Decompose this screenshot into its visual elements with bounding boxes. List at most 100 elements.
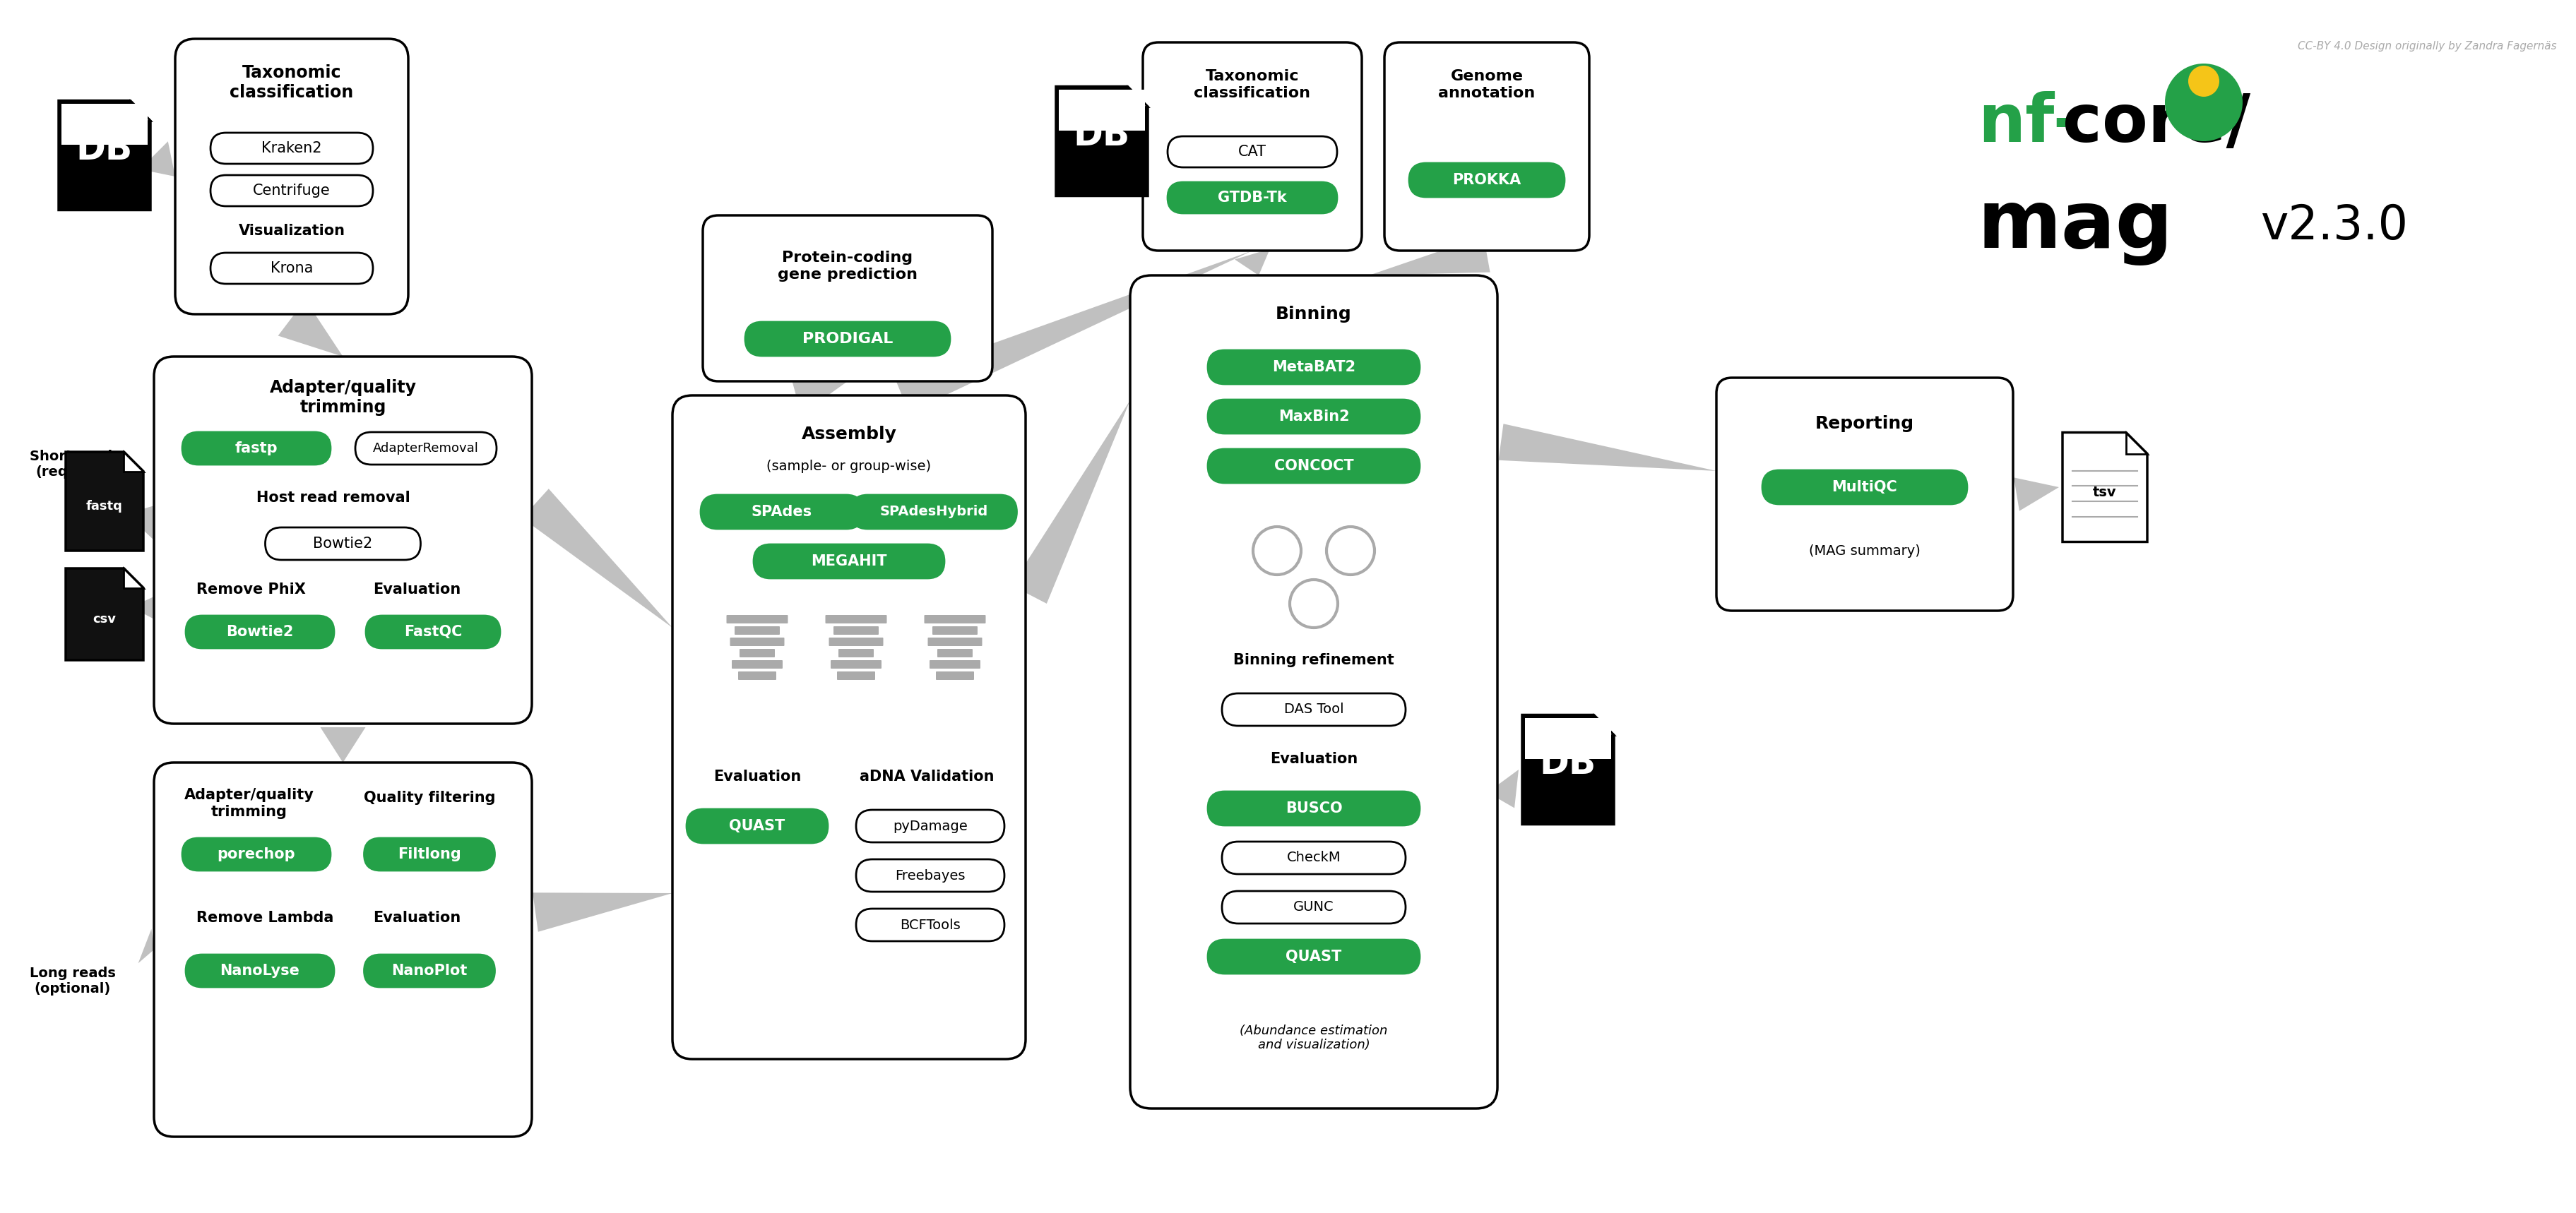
FancyBboxPatch shape [685,809,827,843]
Polygon shape [124,569,144,588]
Text: Short reads
(required): Short reads (required) [31,450,121,479]
Text: core/: core/ [2061,91,2249,156]
FancyBboxPatch shape [155,763,531,1137]
Text: CAT: CAT [1239,144,1267,159]
FancyBboxPatch shape [855,909,1005,941]
Text: Freebayes: Freebayes [894,869,966,882]
Text: mag: mag [1978,187,2174,266]
Text: DB: DB [1074,118,1131,153]
Text: SPAdesHybrid: SPAdesHybrid [878,505,987,519]
Text: QUAST: QUAST [1285,950,1342,964]
FancyBboxPatch shape [752,545,945,579]
Text: CheckM: CheckM [1285,852,1340,865]
Text: csv: csv [93,613,116,625]
Text: MultiQC: MultiQC [1832,480,1896,494]
FancyBboxPatch shape [211,132,374,164]
Text: Bowtie2: Bowtie2 [314,536,374,551]
FancyBboxPatch shape [927,638,981,647]
FancyBboxPatch shape [1221,694,1406,725]
Text: GTDB-Tk: GTDB-Tk [1218,190,1285,205]
FancyBboxPatch shape [933,626,976,634]
FancyBboxPatch shape [850,495,1018,529]
Text: tsv: tsv [2092,486,2115,500]
Polygon shape [1234,249,1270,275]
Text: Krona: Krona [270,261,312,275]
Text: Centrifuge: Centrifuge [252,183,330,198]
Polygon shape [1522,714,1613,825]
Polygon shape [64,569,144,660]
Text: PROKKA: PROKKA [1453,173,1520,187]
FancyBboxPatch shape [726,615,788,623]
Text: (sample- or group-wise): (sample- or group-wise) [768,460,930,473]
Polygon shape [278,300,343,357]
FancyBboxPatch shape [155,357,531,724]
FancyBboxPatch shape [1208,792,1419,825]
Text: DAS Tool: DAS Tool [1283,702,1342,717]
Text: Adapter/quality
trimming: Adapter/quality trimming [270,380,417,416]
FancyBboxPatch shape [366,616,500,648]
FancyBboxPatch shape [925,615,987,623]
Text: Evaluation: Evaluation [374,582,461,597]
Text: Filtlong: Filtlong [397,847,461,861]
Text: GUNC: GUNC [1293,900,1334,913]
FancyBboxPatch shape [1208,399,1419,433]
Text: fastp: fastp [234,442,278,455]
FancyBboxPatch shape [1059,90,1144,131]
Polygon shape [1595,714,1613,735]
Polygon shape [1499,423,1716,471]
FancyBboxPatch shape [211,175,374,206]
Text: pyDamage: pyDamage [894,819,969,833]
Polygon shape [64,452,144,551]
Text: PRODIGAL: PRODIGAL [801,332,894,346]
FancyBboxPatch shape [732,660,783,668]
Text: Long reads
(optional): Long reads (optional) [31,967,116,996]
Text: Taxonomic
classification: Taxonomic classification [229,64,353,101]
FancyBboxPatch shape [703,216,992,381]
Text: fastq: fastq [85,500,124,513]
FancyBboxPatch shape [355,432,497,465]
Polygon shape [131,101,149,121]
Polygon shape [2061,433,2146,542]
Polygon shape [894,251,1252,412]
Text: Quality filtering: Quality filtering [363,791,495,805]
FancyBboxPatch shape [1208,940,1419,974]
FancyBboxPatch shape [1383,42,1589,251]
FancyBboxPatch shape [729,638,783,647]
Text: Kraken2: Kraken2 [260,141,322,155]
Text: aDNA Validation: aDNA Validation [860,769,994,784]
FancyBboxPatch shape [62,103,147,146]
Polygon shape [1128,86,1146,107]
FancyBboxPatch shape [837,649,873,657]
Circle shape [2187,66,2218,97]
Polygon shape [139,142,175,177]
FancyBboxPatch shape [1167,182,1337,213]
FancyBboxPatch shape [744,321,951,355]
Polygon shape [523,489,672,627]
Text: DB: DB [77,132,134,167]
Text: AdapterRemoval: AdapterRemoval [374,442,479,455]
Text: Evaluation: Evaluation [1270,752,1358,767]
Text: SPAdes: SPAdes [752,505,811,519]
FancyBboxPatch shape [1409,163,1564,197]
Text: FastQC: FastQC [404,625,461,639]
Polygon shape [131,597,160,621]
FancyBboxPatch shape [1762,471,1965,505]
FancyBboxPatch shape [855,859,1005,892]
Polygon shape [1141,126,1162,156]
Text: Protein-coding
gene prediction: Protein-coding gene prediction [778,251,917,281]
Polygon shape [1012,400,1131,604]
Polygon shape [533,893,672,932]
FancyBboxPatch shape [938,649,971,657]
FancyBboxPatch shape [734,626,781,634]
Polygon shape [124,452,144,472]
FancyBboxPatch shape [739,649,775,657]
FancyBboxPatch shape [183,838,330,871]
FancyBboxPatch shape [930,660,979,668]
FancyBboxPatch shape [935,672,974,680]
Circle shape [2164,63,2241,141]
FancyBboxPatch shape [832,626,878,634]
FancyBboxPatch shape [672,395,1025,1059]
Polygon shape [1368,237,1489,275]
Text: Binning: Binning [1275,306,1352,323]
FancyBboxPatch shape [701,495,863,529]
